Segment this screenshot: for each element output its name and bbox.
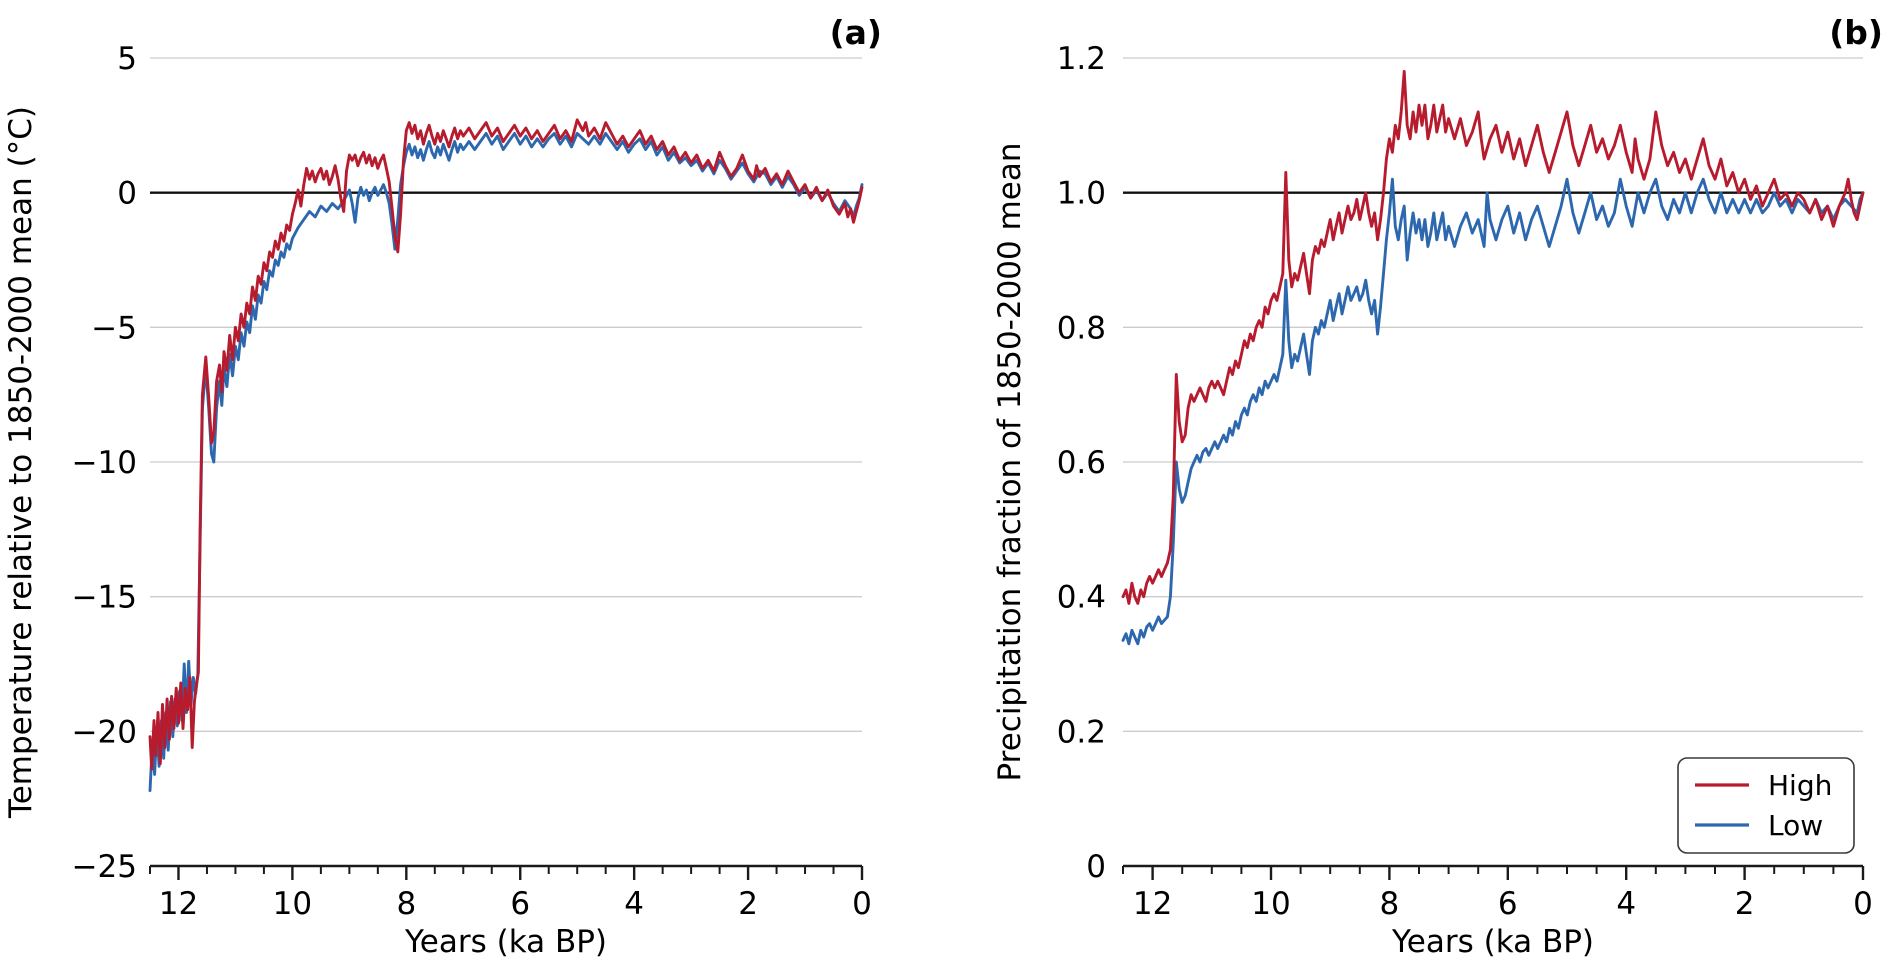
panel-b-x-tick-label-8: 8 [1380, 886, 1400, 922]
panel-a-x-tick-label-2: 2 [738, 886, 758, 922]
panel-b-series-high-line [1121, 70, 1865, 605]
legend-box [1677, 757, 1855, 854]
panel-b-x-tick-label-10: 10 [1251, 886, 1290, 922]
legend-low-label: Low [1768, 809, 1823, 842]
panel-b-y-tick-label-0: 1.2 [1057, 41, 1106, 77]
panel-a-y-tick-label-0: 5 [117, 41, 137, 77]
panel-a-x-tick-label-12: 12 [159, 886, 198, 922]
panel-a-y-tick-label-4: −15 [72, 580, 137, 616]
panel-a-x-tick-label-4: 4 [624, 886, 644, 922]
panel-b-y-axis-title: Precipitation fraction of 1850-2000 mean [992, 142, 1028, 781]
panel-b-y-tick-label-5: 0.2 [1057, 714, 1106, 750]
panel-b-y-tick-label-6: 0 [1086, 849, 1106, 885]
legend-high-label: High [1768, 769, 1832, 802]
panel-b-x-tick-label-4: 4 [1616, 886, 1636, 922]
panel-b-x-tick-label-6: 6 [1498, 886, 1518, 922]
panel-b-tag: (b) [1829, 13, 1883, 52]
panel-a-x-tick-label-6: 6 [510, 886, 530, 922]
panel-a-x-tick-label-8: 8 [396, 886, 416, 922]
panel-a-y-tick-label-1: 0 [117, 176, 137, 212]
panel-a-y-axis-title: Temperature relative to 1850-2000 mean (… [3, 106, 39, 819]
panel-b-x-axis-title: Years (ka BP) [1391, 924, 1594, 960]
panel-a-series-low-line [148, 131, 864, 793]
panel-b-y-tick-label-3: 0.6 [1057, 445, 1106, 481]
panel-a-y-tick-label-5: −20 [72, 714, 137, 750]
panel-b-y-tick-label-1: 1.0 [1057, 176, 1106, 212]
panel-a-y-tick-label-6: −25 [72, 849, 137, 885]
panel-b-x-tick-label-0: 0 [1853, 886, 1873, 922]
panel-b-x-tick-label-12: 12 [1133, 886, 1172, 922]
panel-b-series-low-line [1121, 177, 1865, 646]
panel-a-tag: (a) [830, 13, 882, 52]
panel-b-x-tick-label-2: 2 [1735, 886, 1755, 922]
panel-a-x-axis-title: Years (ka BP) [404, 924, 607, 960]
panel-a-x-tick-label-0: 0 [852, 886, 872, 922]
panel-b-y-tick-label-2: 0.8 [1057, 310, 1106, 346]
panel-a-x-tick-label-10: 10 [273, 886, 312, 922]
panel-b-y-tick-label-4: 0.4 [1057, 580, 1106, 616]
panel-a-y-tick-label-3: −10 [72, 445, 137, 481]
panel-a-series-high-line [148, 118, 864, 771]
panel-a-y-tick-label-2: −5 [91, 310, 137, 346]
